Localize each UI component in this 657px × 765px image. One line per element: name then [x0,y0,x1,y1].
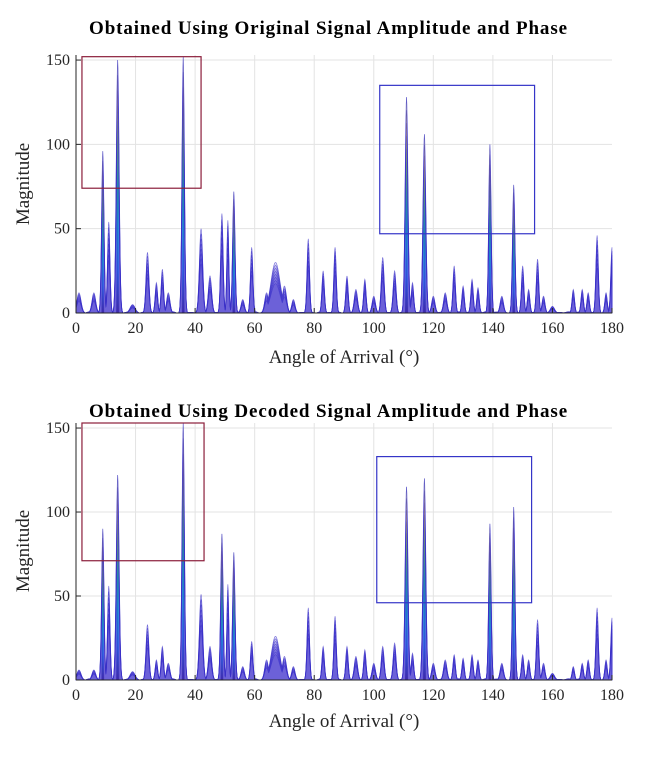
x-tick-label: 20 [128,687,144,704]
y-tick-label: 100 [46,504,70,521]
x-tick-label: 160 [540,687,564,704]
x-tick-label: 160 [540,320,564,337]
chart-title: Obtained Using Original Signal Amplitude… [89,18,568,39]
y-tick-label: 150 [46,420,70,437]
x-tick-label: 80 [306,320,322,337]
x-tick-label: 40 [187,320,203,337]
series-surface-layer [75,72,613,314]
series-surface-layer [75,102,613,314]
x-tick-label: 120 [421,687,445,704]
chart-decoded: Obtained Using Decoded Signal Amplitude … [0,383,657,765]
highlight-box [81,56,202,189]
x-tick-label: 80 [306,687,322,704]
x-axis-label: Angle of Arrival (°) [269,711,420,732]
y-axis-label: Magnitude [13,143,34,225]
plot-decoded: 0 20 40 60 80 100 120 140 160 180 0 50 100 150 Angle … [13,420,624,732]
x-tick-label: 180 [600,687,624,704]
y-tick-label: 50 [54,588,70,605]
chart-original: Obtained Using Original Signal Amplitude… [0,0,657,382]
y-tick-label: 0 [62,672,70,689]
x-tick-label: 120 [421,320,445,337]
y-tick-label: 150 [46,52,70,69]
x-tick-label: 0 [72,687,80,704]
series-surface-layer [75,56,613,314]
x-tick-label: 0 [72,320,80,337]
y-tick-label: 100 [46,136,70,153]
x-tick-label: 20 [128,320,144,337]
series-surface-layer [75,87,613,314]
y-tick-label: 50 [54,221,70,238]
x-tick-label: 100 [362,687,386,704]
y-axis-label: Magnitude [13,510,34,592]
y-tick-label: 0 [62,305,70,322]
chart-title: Obtained Using Decoded Signal Amplitude … [88,401,569,422]
x-axis-label: Angle of Arrival (°) [269,347,420,368]
x-tick-label: 180 [600,320,624,337]
x-tick-label: 40 [187,687,203,704]
plot-original: 0 20 40 60 80 100 120 140 160 180 0 50 100 150 Angle … [13,52,624,368]
highlight-box [81,422,205,562]
x-tick-label: 140 [481,687,505,704]
x-tick-label: 100 [362,320,386,337]
highlight-box [379,84,536,235]
x-tick-label: 60 [247,320,263,337]
highlight-box [376,455,533,604]
x-tick-label: 60 [247,687,263,704]
x-tick-label: 140 [481,320,505,337]
